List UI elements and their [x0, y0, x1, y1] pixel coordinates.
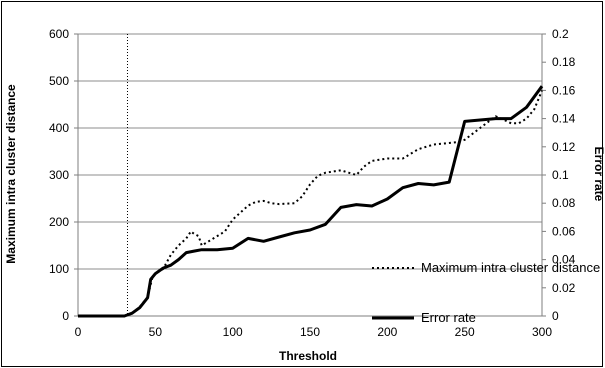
legend-label-max-distance: Maximum intra cluster distance — [421, 260, 600, 275]
series-line-max-distance — [78, 90, 543, 317]
x-tick-label: 150 — [300, 325, 320, 339]
y-right-tick-label: 0.18 — [552, 55, 576, 69]
y-left-tick-label: 200 — [49, 215, 69, 229]
x-tick-labels: 0 50 100 150 200 250 300 — [75, 325, 553, 339]
y-left-tick-label: 600 — [49, 27, 69, 41]
y-left-axis-title: Maximum intra cluster distance — [4, 84, 18, 264]
y-right-tick-label: 0.1 — [552, 168, 569, 182]
y-left-tick-labels: 0 100 200 300 400 500 600 — [49, 27, 69, 323]
y-right-axis-title: Error rate — [592, 147, 604, 202]
x-tick-label: 200 — [377, 325, 397, 339]
y-right-tick-label: 0 — [552, 309, 559, 323]
y-left-tick-label: 0 — [62, 309, 69, 323]
y-left-tick-label: 500 — [49, 74, 69, 88]
y-left-tick-label: 100 — [49, 262, 69, 276]
y-right-tick-label: 0.2 — [552, 27, 569, 41]
series-lines — [78, 85, 544, 318]
y-right-tick-label: 0.16 — [552, 83, 576, 97]
y-left-tick-label: 300 — [49, 168, 69, 182]
y-right-tick-label: 0.12 — [552, 140, 576, 154]
x-tick-label: 100 — [223, 325, 243, 339]
y-right-tick-label: 0.06 — [552, 224, 576, 238]
gridlines — [78, 33, 542, 270]
y-right-tick-labels: 0 0.02 0.04 0.06 0.08 0.1 0.12 0.14 0.16 0.18 0.2 — [552, 27, 576, 323]
legend-label-error-rate: Error rate — [421, 310, 476, 325]
x-tick-label: 0 — [75, 325, 82, 339]
legend: Maximum intra cluster distance Error rat… — [372, 260, 600, 325]
x-tick-label: 50 — [149, 325, 163, 339]
series-line-error-rate — [78, 85, 544, 318]
x-axis-title: Threshold — [279, 349, 337, 363]
y-right-tick-label: 0.14 — [552, 112, 576, 126]
y-left-tick-label: 400 — [49, 121, 69, 135]
y-right-tick-label: 0.04 — [552, 253, 576, 267]
y-right-tick-label: 0.02 — [552, 281, 576, 295]
y-right-tick-label: 0.08 — [552, 196, 576, 210]
x-tick-label: 300 — [532, 325, 552, 339]
axes — [74, 33, 546, 317]
x-tick-label: 250 — [455, 325, 475, 339]
